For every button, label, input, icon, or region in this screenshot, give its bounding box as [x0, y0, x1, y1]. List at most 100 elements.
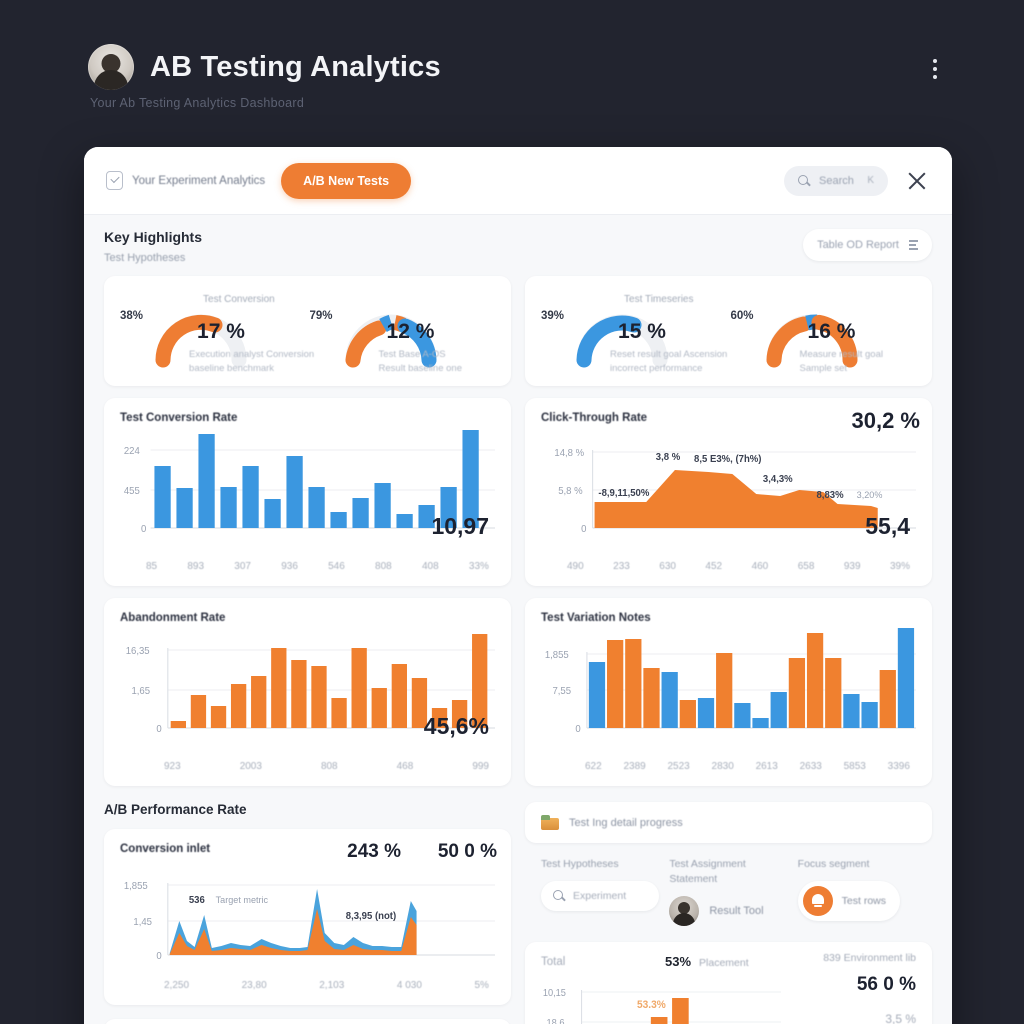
x-axis-labels: 923 2003 808 468 999 — [120, 756, 495, 772]
bar-series — [154, 430, 479, 528]
assignee-selector[interactable]: Result Tool — [669, 896, 787, 926]
ab-performance-block: A/B Performance Rate Conversion inlet 24… — [104, 802, 511, 1024]
legend-strong: 53% — [665, 954, 692, 969]
assignee-avatar — [669, 896, 700, 926]
y-tick: 0 — [575, 724, 581, 735]
x-tick: 2633 — [799, 761, 822, 772]
card-title: Test Variation Notes — [541, 612, 651, 624]
x-tick: 4 030 — [396, 980, 422, 991]
x-tick: 658 — [797, 561, 815, 572]
x-tick: 5853 — [843, 761, 866, 772]
y-tick: 224 — [124, 446, 140, 457]
x-tick: 85 — [146, 561, 158, 572]
gauge-side-label: 39% — [541, 310, 565, 322]
chart-big-value: 55,4 — [865, 513, 910, 539]
gauge-unit: 79% 12 % Test Base A-OS Result baseline — [310, 290, 496, 374]
y-tick: 0 — [141, 524, 147, 535]
y-tick: 1,45 — [133, 917, 152, 928]
experiment-checkbox[interactable]: Your Experiment Analytics — [106, 171, 265, 190]
gauge-value: 15 % — [618, 320, 666, 343]
list-menu-icon — [909, 240, 918, 250]
bottom-section: A/B Performance Rate Conversion inlet 24… — [84, 802, 952, 1024]
panel-toolbar: Your Experiment Analytics A/B New Tests … — [84, 147, 952, 215]
dashboard-panel: Your Experiment Analytics A/B New Tests … — [84, 147, 952, 1024]
experiment-search-input[interactable]: Experiment — [541, 881, 660, 911]
right-small-1: 3,5 % — [885, 1012, 916, 1024]
chart-grid-row-3: Abandonment Rate — [84, 586, 952, 786]
x-tick: 630 — [659, 561, 676, 572]
gauge-value: 12 % — [386, 320, 435, 343]
control-test-assignment: Test Assignment Statement Result Tool — [669, 857, 787, 926]
y-tick: 7,55 — [552, 686, 571, 697]
area-chart-ab: 1,855 1,45 0 536 Target metric 8,3,95 (n… — [120, 871, 495, 975]
chart-grid-row-2: Test Conversion Rate — [84, 386, 952, 586]
y-tick: 0 — [156, 724, 162, 735]
chart-corner-value-2: 50 0 % — [437, 841, 497, 862]
chart-big-value: 45,6% — [423, 713, 489, 739]
gauge-chart: Test Timeseries 15 % Reset result goal A… — [570, 290, 727, 374]
report-controls-row: Test Hypotheses Experiment Test Assignme… — [525, 843, 932, 942]
segment-badge[interactable]: Test rows — [797, 881, 900, 921]
gauge-unit: 39% Test Timeseries 15 % Reset result go… — [541, 290, 727, 374]
right-mute-label: 839 Environment lib — [823, 952, 916, 964]
gauge-note-2: Sample set — [799, 363, 848, 374]
control-test-hypotheses: Test Hypotheses Experiment — [541, 857, 660, 926]
y-tick: 1,65 — [131, 686, 150, 697]
x-tick: 460 — [751, 561, 769, 572]
y-tick: 10,15 — [543, 988, 566, 999]
card-title: Test Conversion Rate — [120, 412, 238, 424]
y-tick: 14,8 % — [554, 448, 584, 459]
x-tick: 5% — [474, 980, 489, 991]
new-tests-button[interactable]: A/B New Tests — [281, 162, 412, 199]
y-tick: 16,35 — [126, 646, 150, 657]
y-tick: 0 — [581, 524, 587, 535]
user-avatar[interactable] — [88, 44, 134, 90]
x-tick: 923 — [164, 761, 181, 772]
ab-performance-title: A/B Performance Rate — [104, 802, 247, 817]
kebab-dot — [933, 67, 937, 71]
kebab-dot — [933, 75, 937, 79]
annotation: 3,8 % — [656, 452, 681, 463]
x-axis-labels: 622 2389 2523 2830 2613 2633 5853 3396 — [541, 756, 916, 772]
report-dropdown[interactable]: Table OD Report — [803, 229, 932, 261]
section-subtitle: Test Hypotheses — [104, 252, 186, 264]
x-tick: 808 — [320, 761, 338, 772]
page-header-row: AB Testing Analytics — [88, 44, 948, 90]
annotation: Target metric — [216, 895, 269, 905]
area-series-variant-a — [169, 909, 417, 955]
annotation: 8,3,95 (not) — [346, 911, 396, 922]
gauge-value: 16 % — [807, 320, 856, 343]
kebab-menu-icon[interactable] — [922, 54, 948, 84]
gauge-value: 17 % — [197, 320, 245, 343]
close-icon[interactable] — [904, 168, 930, 194]
x-tick: 2523 — [667, 761, 690, 772]
report-panel: Test Ing detail progress Test Hypotheses… — [525, 802, 932, 1024]
kpi-card-left: 38% Test Conversion 17 % Execution analy… — [104, 276, 511, 386]
report-panel-header: Test Ing detail progress — [525, 802, 932, 843]
gauge-note-1: Measure result goal — [799, 349, 883, 360]
card-abandonment-rate: Abandonment Rate — [104, 598, 511, 786]
gauge-note-2: Result baseline one — [378, 363, 462, 374]
annotation: -8,9,11,50% — [598, 488, 649, 499]
gauge-note-2: incorrect performance — [610, 363, 703, 374]
x-tick: 808 — [375, 561, 392, 572]
y-tick: 1,855 — [124, 881, 148, 892]
folder-icon — [541, 815, 559, 830]
bar-series — [588, 628, 915, 728]
y-tick: 455 — [124, 486, 140, 497]
card-click-through-rate: Click-Through Rate 30,2 % 14,8 % 5,8 % 0… — [525, 398, 932, 586]
bar-chart-report: 10,15 18,6 16,6 53.3% 2,8% — [541, 982, 781, 1024]
report-right-column: 839 Environment lib 56 0 % 3,5 % 3 % — [823, 952, 916, 1024]
control-focus-segment: Focus segment Test rows — [797, 857, 916, 926]
search-placeholder: Search — [819, 174, 854, 187]
area-series — [594, 470, 878, 528]
gauge-side-label: 60% — [730, 310, 754, 322]
bar-chart-svg: 224 455 0 — [124, 430, 495, 535]
gauge-side-label: 38% — [120, 310, 144, 322]
segment-badge-label: Test rows — [841, 895, 886, 907]
page-title: AB Testing Analytics — [150, 50, 441, 83]
search-input[interactable]: Search K — [784, 165, 888, 196]
gauge-note-1: Reset result goal Ascension — [610, 349, 728, 360]
card-ab-performance: Conversion inlet 243 % 50 0 % 1,855 1, — [104, 829, 511, 1005]
